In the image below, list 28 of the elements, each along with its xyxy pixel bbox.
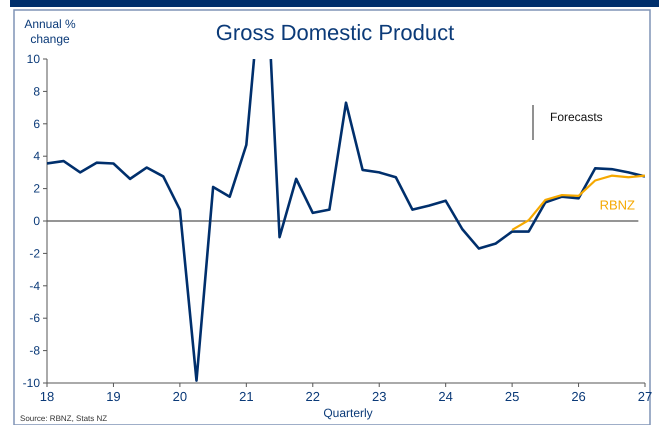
x-tick-label: 19	[106, 389, 121, 404]
x-tick-label: 24	[438, 389, 453, 404]
x-tick-label: 22	[306, 389, 320, 404]
y-tick-label: -4	[29, 278, 40, 293]
y-tick-label: 8	[33, 84, 40, 98]
x-tick-label: 26	[571, 389, 586, 404]
x-tick-label: 23	[372, 389, 386, 404]
series-label: RBNZ	[600, 198, 636, 213]
y-tick-label: 4	[33, 149, 40, 164]
y-tick-label: -2	[29, 246, 40, 260]
y-tick-label: 2	[33, 182, 40, 196]
y-tick-label: -6	[29, 311, 40, 326]
line-series	[511, 174, 645, 232]
x-tick-label: 18	[40, 389, 54, 404]
x-tick-label: 21	[239, 389, 254, 404]
chart-title: Gross Domestic Product	[216, 20, 454, 45]
y-axis-title: Annual % change	[24, 17, 76, 46]
source-note: Source: RBNZ, Stats NZ	[20, 414, 108, 423]
x-tick-label: 25	[504, 389, 520, 404]
y-tick-label: -10	[22, 376, 40, 390]
x-axis-title: Quarterly	[323, 406, 373, 420]
annotation: Forecasts	[550, 110, 603, 124]
x-tick-label: 27	[638, 389, 652, 404]
y-tick-label: 0	[33, 214, 40, 228]
x-tick-label: 20	[172, 389, 188, 404]
y-tick-label: -8	[29, 344, 40, 358]
y-tick-label: 6	[33, 116, 40, 131]
y-tick-label: 10	[26, 52, 40, 66]
